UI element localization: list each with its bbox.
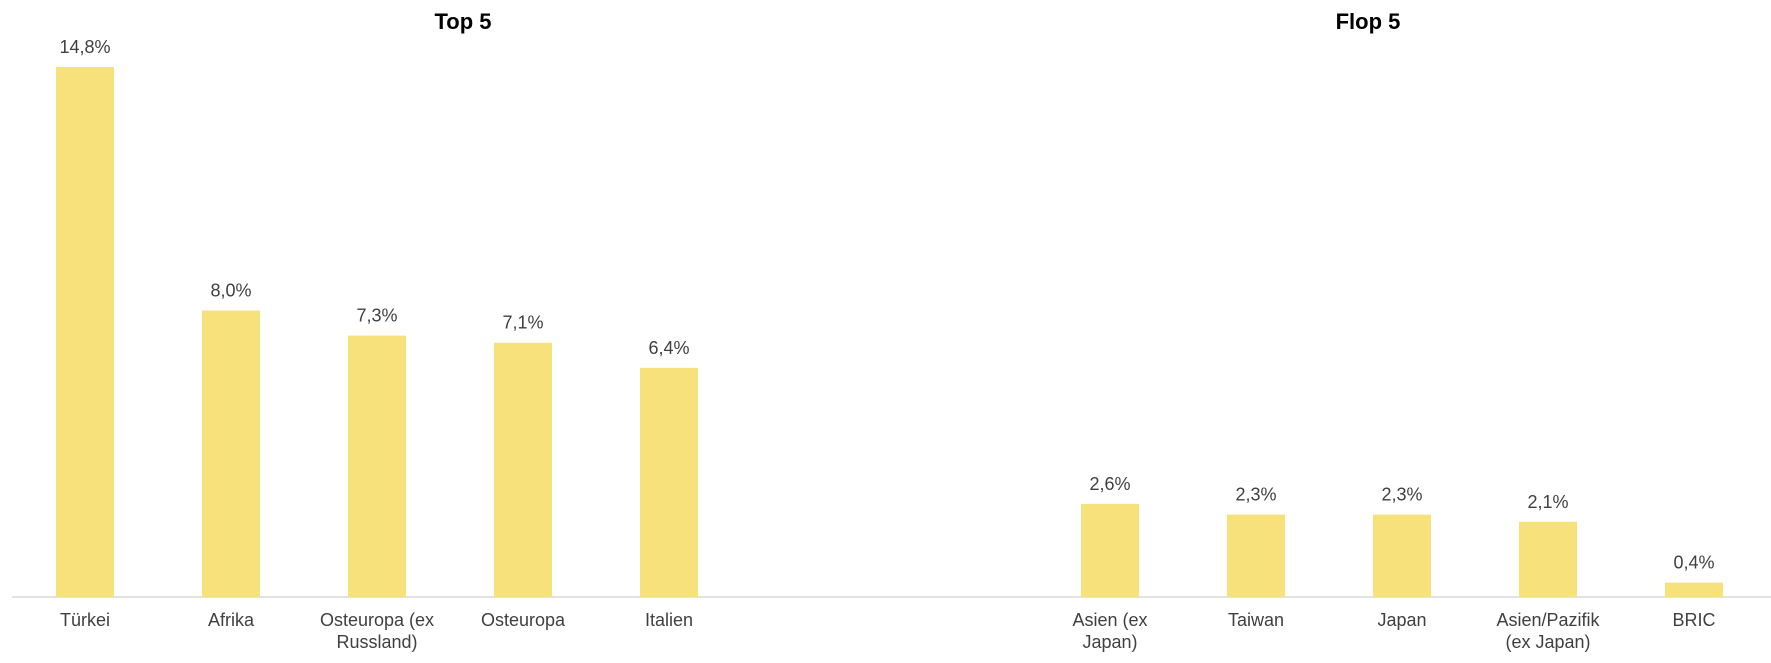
bar-0-3 <box>494 342 552 597</box>
bar-marks: 14,8% Türkei 8,0% Afrika 7,3% Osteuropa (ex Ru… <box>56 37 1723 652</box>
category-label-0-2: Osteuropa (ex Russland) <box>320 610 434 652</box>
bar-0-4 <box>640 367 698 597</box>
category-label-0-1: Afrika <box>208 610 255 630</box>
data-label-0-3: 7,1% <box>502 313 543 333</box>
chart-title-flop5: Flop 5 <box>1336 9 1401 34</box>
category-label-1-1: Taiwan <box>1228 610 1284 630</box>
category-label-0-4: Italien <box>645 610 693 630</box>
bar-0-2 <box>348 335 406 597</box>
bar-1-4 <box>1665 582 1723 597</box>
data-label-1-4: 0,4% <box>1673 553 1714 573</box>
bar-1-0 <box>1081 503 1139 597</box>
category-label-1-2: Japan <box>1377 610 1426 630</box>
bar-0-0 <box>56 67 114 597</box>
data-label-0-0: 14,8% <box>59 37 110 57</box>
data-label-0-1: 8,0% <box>210 281 251 301</box>
bar-0-1 <box>202 310 260 597</box>
category-label-1-4: BRIC <box>1672 610 1715 630</box>
bar-1-3 <box>1519 521 1577 597</box>
category-label-0-0: Türkei <box>60 610 110 630</box>
chart-title-top5: Top 5 <box>434 9 491 34</box>
category-label-1-0: Asien (ex Japan) <box>1072 610 1147 652</box>
data-label-1-0: 2,6% <box>1089 474 1130 494</box>
bar-1-2 <box>1373 514 1431 597</box>
data-label-1-3: 2,1% <box>1527 492 1568 512</box>
bar-1-1 <box>1227 514 1285 597</box>
category-label-0-3: Osteuropa <box>481 610 566 630</box>
data-label-0-2: 7,3% <box>356 306 397 326</box>
data-label-1-1: 2,3% <box>1235 485 1276 505</box>
data-label-1-2: 2,3% <box>1381 485 1422 505</box>
data-label-0-4: 6,4% <box>648 338 689 358</box>
category-label-1-3: Asien/Pazifik (ex Japan) <box>1496 610 1600 652</box>
